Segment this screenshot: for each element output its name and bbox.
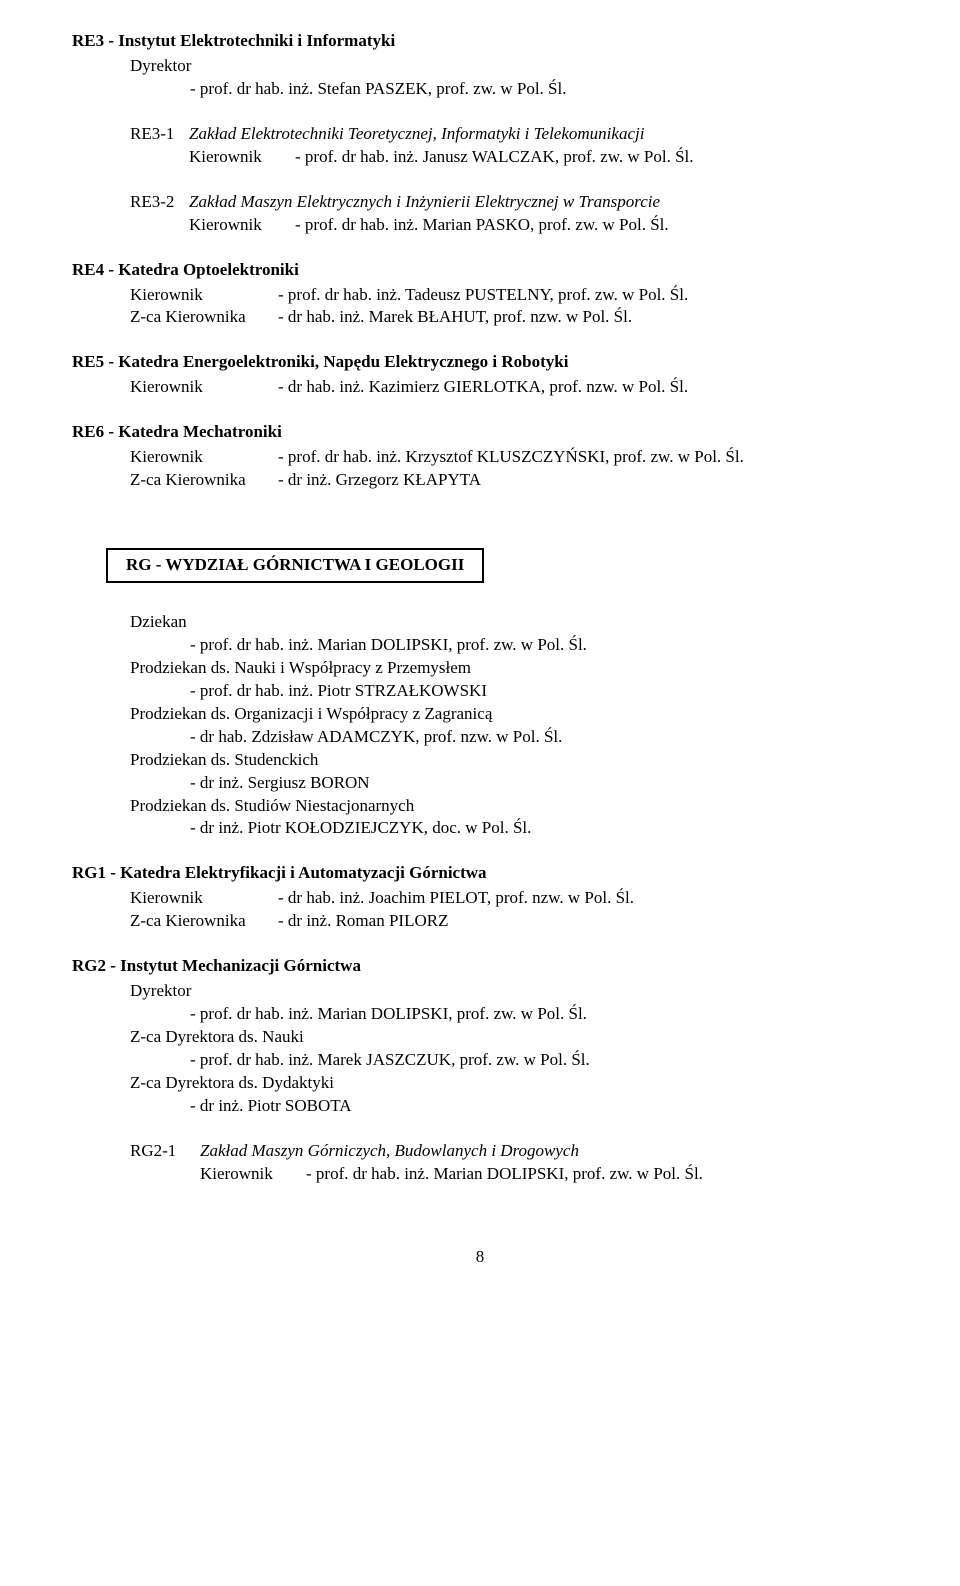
re3-block: RE3 - Instytut Elektrotechniki i Informa… (72, 30, 888, 101)
re6-zca-value: - dr inż. Grzegorz KŁAPYTA (278, 469, 888, 492)
re4-kier-value: - prof. dr hab. inż. Tadeusz PUSTELNY, p… (278, 284, 888, 307)
re6-kier-value: - prof. dr hab. inż. Krzysztof KLUSZCZYŃ… (278, 446, 888, 469)
rg2-dyr-label: Dyrektor (130, 980, 888, 1003)
rg-p4-label: Prodziekan ds. Studiów Niestacjonarnych (130, 795, 888, 818)
re3-1-title: Zakład Elektrotechniki Teoretycznej, Inf… (189, 123, 888, 146)
rg-p2-label: Prodziekan ds. Organizacji i Współpracy … (130, 703, 888, 726)
rg1-block: RG1 - Katedra Elektryfikacji i Automatyz… (72, 862, 888, 933)
rg1-kier-label: Kierownik (130, 887, 278, 910)
re3-1-kier-label: Kierownik (189, 146, 295, 169)
rg1-header: RG1 - Katedra Elektryfikacji i Automatyz… (72, 862, 888, 885)
page-number: 8 (72, 1246, 888, 1269)
rg-p2-value: - dr hab. Zdzisław ADAMCZYK, prof. nzw. … (190, 726, 888, 749)
re6-kier-label: Kierownik (130, 446, 278, 469)
re3-1-kier-value: - prof. dr hab. inż. Janusz WALCZAK, pro… (295, 146, 888, 169)
re5-kier-label: Kierownik (130, 376, 278, 399)
rg-p1-value: - prof. dr hab. inż. Piotr STRZAŁKOWSKI (190, 680, 888, 703)
rg-p3-value: - dr inż. Sergiusz BORON (190, 772, 888, 795)
rg-dziekan-value: - prof. dr hab. inż. Marian DOLIPSKI, pr… (190, 634, 888, 657)
rg-p4-value: - dr inż. Piotr KOŁODZIEJCZYK, doc. w Po… (190, 817, 888, 840)
rg1-zca-value: - dr inż. Roman PILORZ (278, 910, 888, 933)
rg2-z1-label: Z-ca Dyrektora ds. Nauki (130, 1026, 888, 1049)
rg2-block: RG2 - Instytut Mechanizacji Górnictwa Dy… (72, 955, 888, 1118)
re3-2-code: RE3-2 (130, 191, 189, 237)
re3-dyr-label: Dyrektor (130, 55, 888, 78)
re3-2-title: Zakład Maszyn Elektrycznych i Inżynierii… (189, 191, 888, 214)
rg-p3-label: Prodziekan ds. Studenckich (130, 749, 888, 772)
re4-zca-value: - dr hab. inż. Marek BŁAHUT, prof. nzw. … (278, 306, 888, 329)
rg2-1-code: RG2-1 (130, 1140, 200, 1186)
re6-zca-label: Z-ca Kierownika (130, 469, 278, 492)
re4-block: RE4 - Katedra Optoelektroniki Kierownik … (72, 259, 888, 330)
rg2-z2-value: - dr inż. Piotr SOBOTA (190, 1095, 888, 1118)
rg2-1-block: RG2-1 Zakład Maszyn Górniczych, Budowlan… (72, 1140, 888, 1186)
rg-p1-label: Prodziekan ds. Nauki i Współpracy z Prze… (130, 657, 888, 680)
rg2-1-kier-label: Kierownik (200, 1163, 306, 1186)
rg-section-title: RG - WYDZIAŁ GÓRNICTWA I GEOLOGII (106, 548, 484, 583)
re5-kier-value: - dr hab. inż. Kazimierz GIERLOTKA, prof… (278, 376, 888, 399)
rg2-1-title: Zakład Maszyn Górniczych, Budowlanych i … (200, 1140, 888, 1163)
rg1-kier-value: - dr hab. inż. Joachim PIELOT, prof. nzw… (278, 887, 888, 910)
re3-2-block: RE3-2 Zakład Maszyn Elektrycznych i Inży… (72, 191, 888, 237)
re3-dyr-value: - prof. dr hab. inż. Stefan PASZEK, prof… (190, 78, 888, 101)
rg1-zca-label: Z-ca Kierownika (130, 910, 278, 933)
rg2-1-kier-value: - prof. dr hab. inż. Marian DOLIPSKI, pr… (306, 1163, 888, 1186)
re3-1-code: RE3-1 (130, 123, 189, 169)
rg-dziekan-block: Dziekan - prof. dr hab. inż. Marian DOLI… (72, 611, 888, 840)
re3-1-block: RE3-1 Zakład Elektrotechniki Teoretyczne… (72, 123, 888, 169)
rg2-z1-value: - prof. dr hab. inż. Marek JASZCZUK, pro… (190, 1049, 888, 1072)
re5-header: RE5 - Katedra Energoelektroniki, Napędu … (72, 351, 888, 374)
re4-kier-label: Kierownik (130, 284, 278, 307)
re3-2-kier-value: - prof. dr hab. inż. Marian PASKO, prof.… (295, 214, 888, 237)
re6-header: RE6 - Katedra Mechatroniki (72, 421, 888, 444)
re5-block: RE5 - Katedra Energoelektroniki, Napędu … (72, 351, 888, 399)
rg2-dyr-value: - prof. dr hab. inż. Marian DOLIPSKI, pr… (190, 1003, 888, 1026)
rg2-z2-label: Z-ca Dyrektora ds. Dydaktyki (130, 1072, 888, 1095)
rg-dziekan-label: Dziekan (130, 611, 888, 634)
re3-header: RE3 - Instytut Elektrotechniki i Informa… (72, 30, 888, 53)
re3-2-kier-label: Kierownik (189, 214, 295, 237)
rg-section-wrap: RG - WYDZIAŁ GÓRNICTWA I GEOLOGII (72, 544, 888, 587)
re4-header: RE4 - Katedra Optoelektroniki (72, 259, 888, 282)
rg2-header: RG2 - Instytut Mechanizacji Górnictwa (72, 955, 888, 978)
re4-zca-label: Z-ca Kierownika (130, 306, 278, 329)
re6-block: RE6 - Katedra Mechatroniki Kierownik - p… (72, 421, 888, 492)
